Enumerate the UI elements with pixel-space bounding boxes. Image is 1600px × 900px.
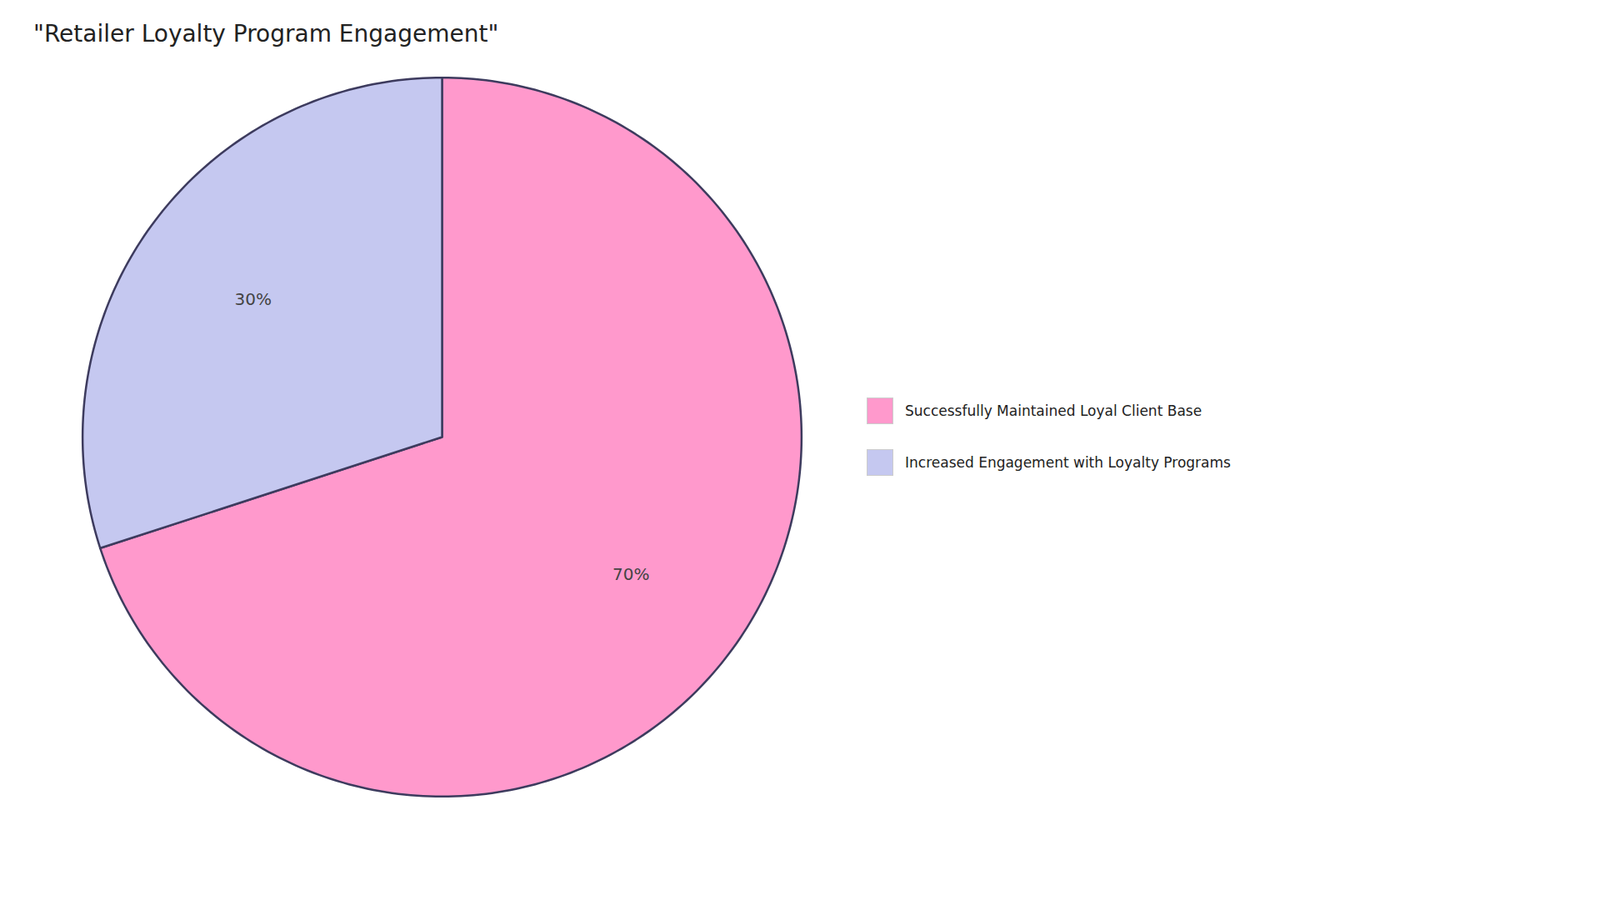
html-text:Increased Engagement with Loya: Increased Engagement with Loyalty Progra…	[905, 454, 1231, 471]
svg-text:30%: 30%	[234, 289, 271, 310]
html-text:"Retailer Loyalty Program Enga: "Retailer Loyalty Program Engagement"	[33, 20, 499, 48]
svg-text:70%: 70%	[612, 564, 650, 585]
html-text:Successfully Maintained Loyal: Successfully Maintained Loyal Client Bas…	[905, 402, 1202, 420]
